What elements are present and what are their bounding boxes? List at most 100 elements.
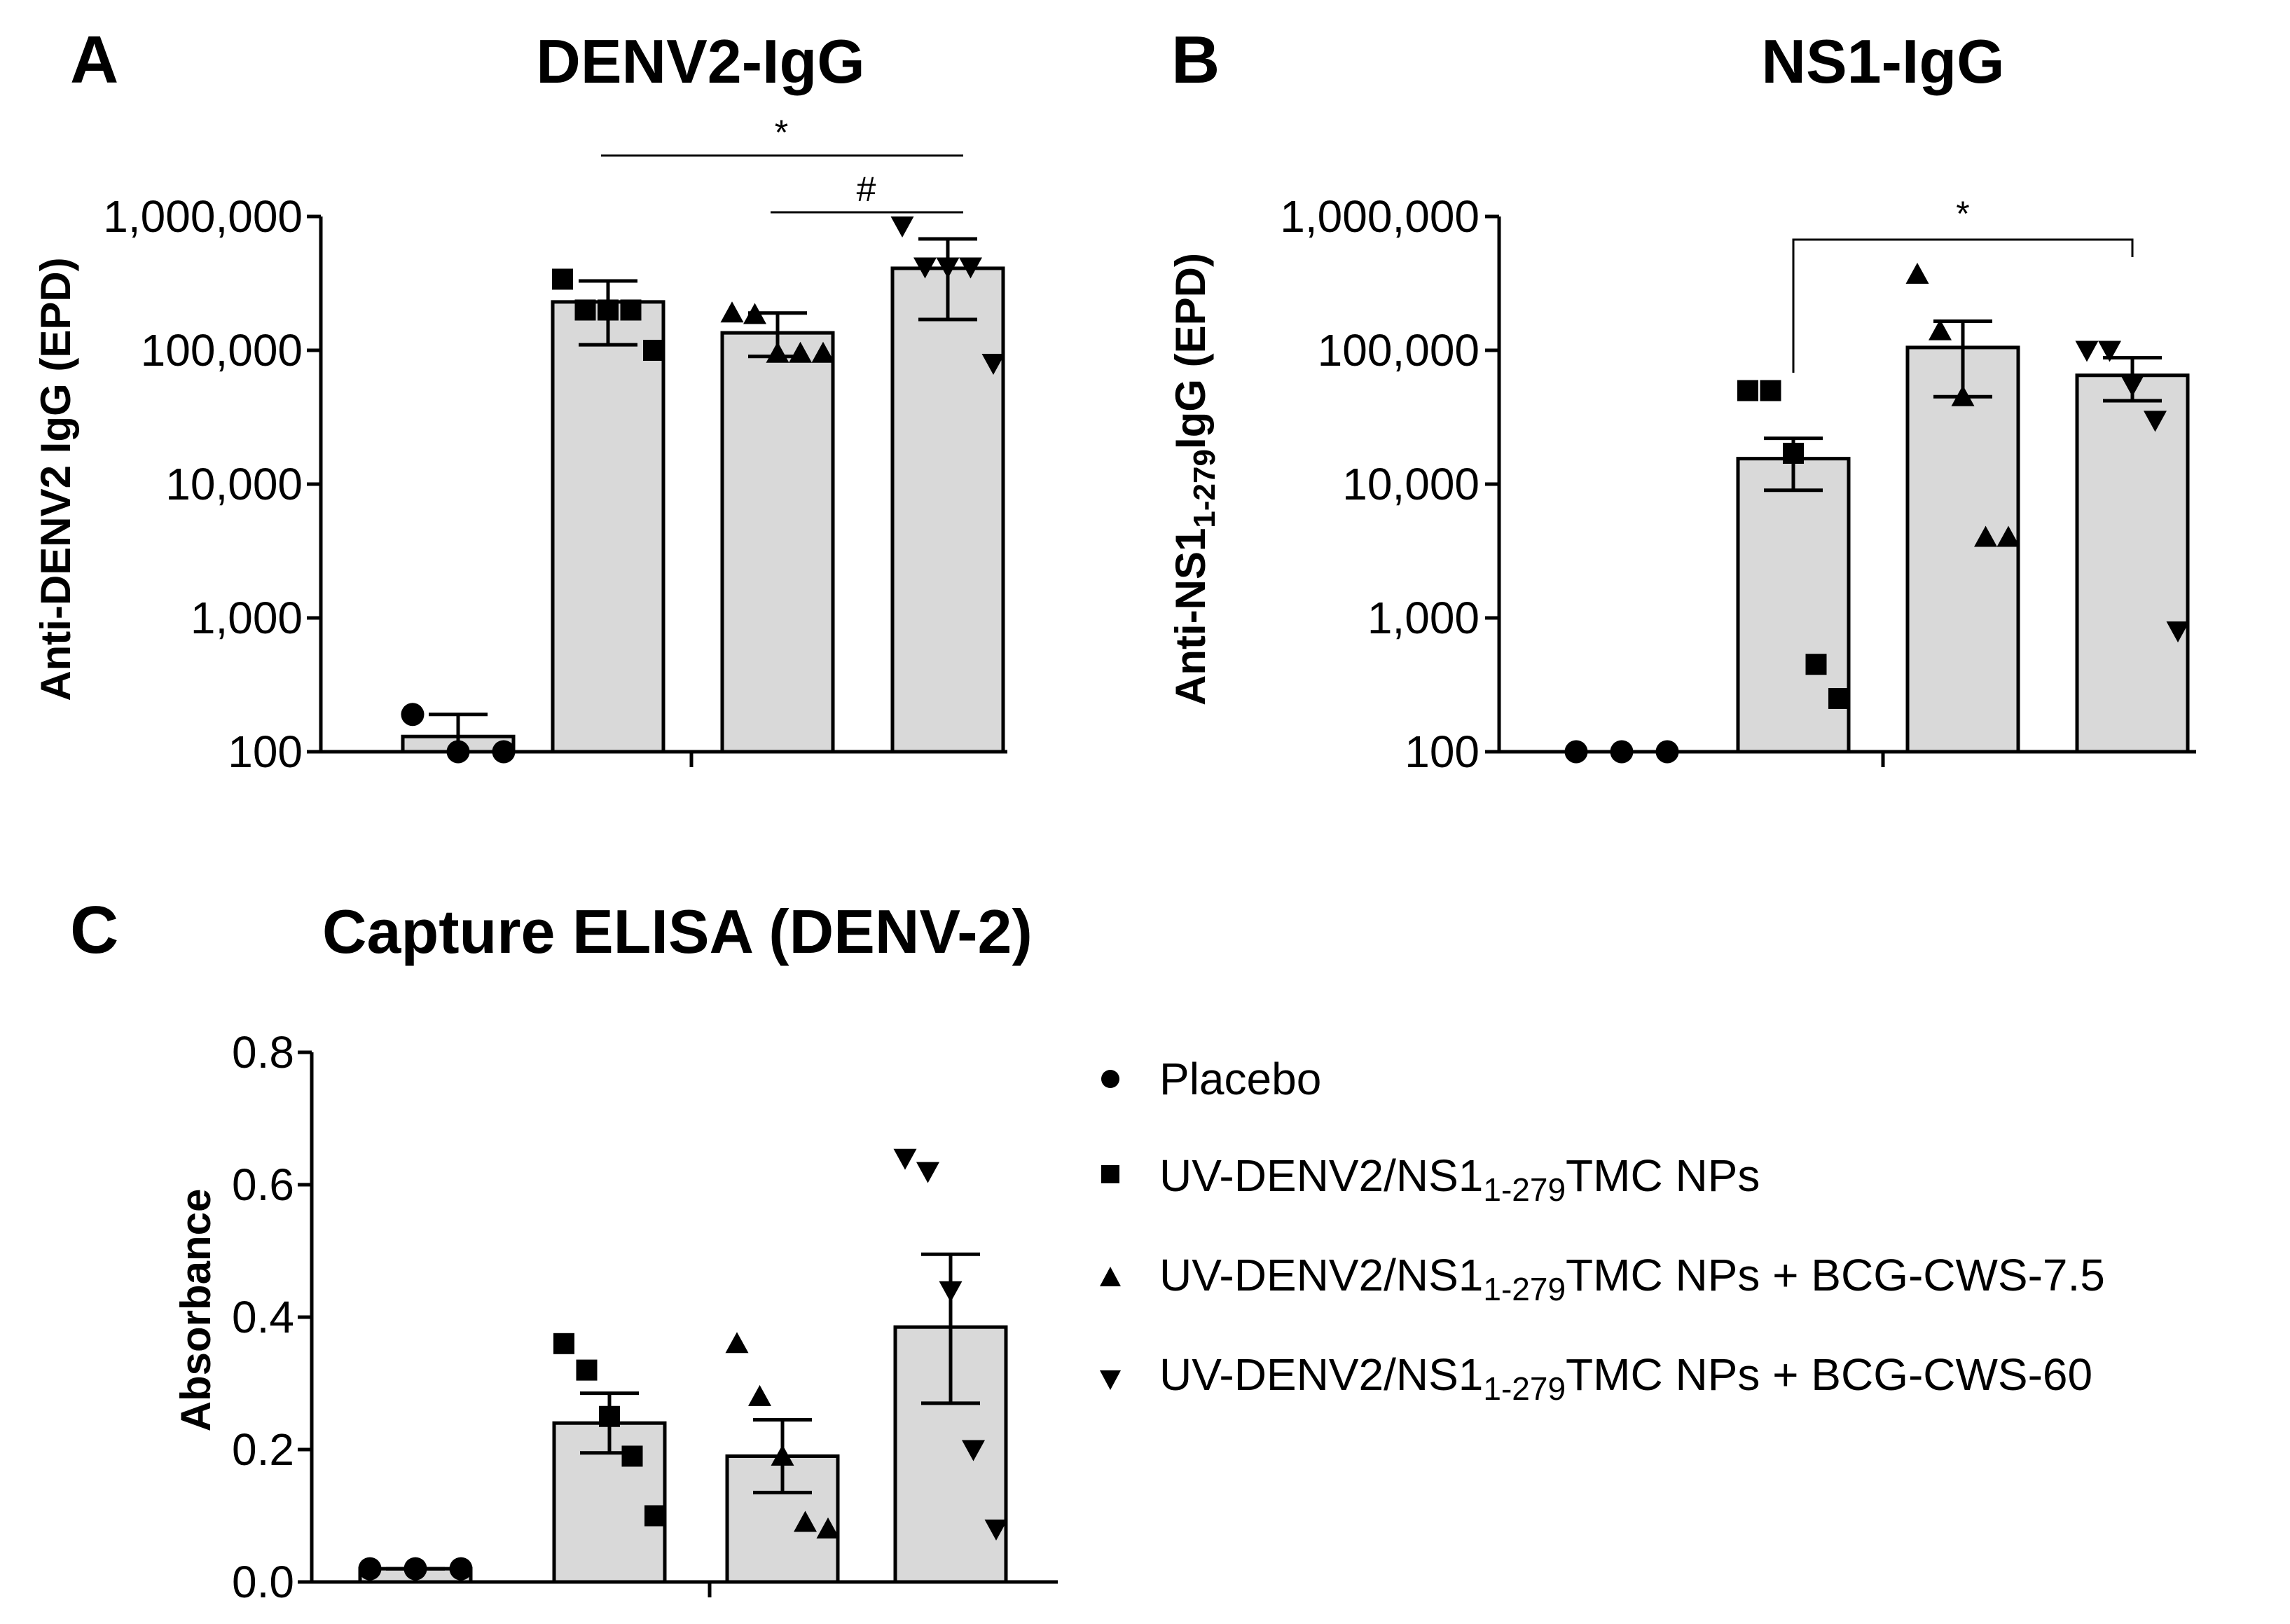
panel-letter-b: B [1171, 22, 1220, 97]
data-point-1-4 [1828, 687, 1849, 709]
data-point-1-0 [552, 268, 573, 290]
panel-c-ylabel: Absorbance [172, 1189, 219, 1432]
legend-label-placebo: Placebo [1159, 1054, 1321, 1104]
y-tick-label-0: 100 [228, 727, 303, 777]
panel-a-plot: 100 1,000 10,000 100,000 1,000,000 * # [103, 113, 1007, 777]
y-tick-label-0: 100 [1405, 727, 1479, 777]
data-point-0-2 [449, 1557, 473, 1581]
significance-0: * [1792, 194, 2134, 373]
legend-square-marker [1101, 1165, 1119, 1183]
panel-b-title: NS1-IgG [1761, 27, 2004, 96]
bar-2 [720, 331, 835, 754]
legend-label-tmc-nps: UV-DENV2/NS11-279TMC NPs [1159, 1150, 1760, 1208]
data-point-1-2 [599, 1405, 620, 1427]
data-point-2-4 [1996, 525, 2020, 547]
data-point-0-1 [403, 1557, 427, 1581]
panel-c-title: Capture ELISA (DENV-2) [322, 897, 1033, 966]
y-tick-label-2: 10,000 [1342, 459, 1479, 509]
panel-a-bars [401, 216, 1005, 764]
data-point-1-1 [1760, 380, 1781, 401]
data-point-2-1 [743, 303, 766, 324]
data-point-3-1 [916, 1162, 939, 1183]
y-tick-label-0: 0.0 [232, 1557, 294, 1607]
legend: Placebo UV-DENV2/NS11-279TMC NPs UV-DENV… [1100, 1054, 2105, 1407]
data-point-3-2 [2120, 376, 2144, 397]
y-tick-label-3: 100,000 [1318, 325, 1479, 376]
data-point-2-4 [811, 341, 835, 363]
data-point-2-2 [766, 341, 789, 363]
legend-triangle-up-marker [1100, 1267, 1121, 1286]
data-point-3-3 [959, 257, 982, 279]
panel-b: B NS1-IgG Anti-NS11-279IgG (EPD) 100 1,00… [1167, 22, 2196, 777]
y-tick-label-4: 1,000,000 [1280, 191, 1479, 242]
panel-c-plot: 0.0 0.2 0.4 0.6 0.8 [232, 1027, 1058, 1607]
legend-item-placebo: Placebo [1101, 1054, 1321, 1104]
data-point-2-0 [1905, 262, 1929, 284]
panel-b-ylabel: Anti-NS11-279IgG (EPD) [1167, 253, 1222, 706]
legend-3-main: UV-DENV2/NS1 [1159, 1349, 1483, 1400]
data-point-1-2 [1783, 442, 1804, 464]
data-point-1-4 [643, 340, 664, 361]
data-point-3-3 [2144, 411, 2167, 432]
y-tick-label-1: 1,000 [1367, 593, 1479, 643]
data-point-3-1 [2098, 340, 2121, 362]
panel-b-axes: 100 1,000 10,000 100,000 1,000,000 [1280, 191, 2196, 777]
bar-2 [1905, 345, 2020, 754]
y-tick-label-4: 1,000,000 [103, 191, 303, 242]
panel-c-axes: 0.0 0.2 0.4 0.6 0.8 [232, 1027, 1058, 1607]
data-point-3-4 [981, 354, 1005, 376]
data-point-2-1 [748, 1384, 771, 1406]
panel-b-ylabel-main: Anti-NS1 [1167, 528, 1214, 706]
data-point-1-3 [1805, 654, 1827, 675]
y-tick-label-2: 0.4 [232, 1292, 294, 1342]
panel-b-plot: 100 1,000 10,000 100,000 1,000,000 * [1280, 191, 2196, 777]
data-point-1-0 [553, 1333, 574, 1354]
y-tick-label-4: 0.8 [232, 1027, 294, 1078]
data-point-3-2 [939, 1281, 963, 1302]
data-point-2-3 [794, 1511, 817, 1532]
legend-2-suffix: TMC NPs + BCG-CWS-7.5 [1566, 1250, 2105, 1300]
data-point-3-1 [913, 257, 937, 279]
significance-bracket [1792, 238, 2134, 373]
legend-2-main: UV-DENV2/NS1 [1159, 1250, 1483, 1300]
data-point-3-4 [2166, 621, 2190, 643]
data-point-1-3 [620, 299, 642, 321]
legend-label-bcg-7-5: UV-DENV2/NS11-279TMC NPs + BCG-CWS-7.5 [1159, 1250, 2105, 1307]
legend-item-tmc-nps: UV-DENV2/NS11-279TMC NPs [1101, 1150, 1760, 1208]
legend-3-sub: 1-279 [1483, 1370, 1566, 1407]
significance-label: * [1956, 194, 1969, 233]
data-point-0-0 [358, 1557, 382, 1581]
panel-c-bars [358, 1148, 1008, 1584]
data-point-2-0 [720, 301, 744, 323]
data-point-3-0 [890, 216, 914, 238]
panel-a-title: DENV2-IgG [536, 27, 864, 96]
data-point-2-2 [1951, 385, 1975, 406]
bar-3 [2075, 373, 2190, 754]
legend-3-suffix: TMC NPs + BCG-CWS-60 [1566, 1349, 2092, 1400]
data-point-2-3 [1974, 525, 1997, 547]
legend-1-sub: 1-279 [1483, 1171, 1566, 1208]
data-point-1-1 [574, 299, 596, 321]
y-tick-label-1: 0.2 [232, 1424, 294, 1475]
panel-b-ylabel-suffix: IgG (EPD) [1167, 253, 1214, 449]
data-point-0-0 [401, 703, 425, 727]
panel-a-axes: 100 1,000 10,000 100,000 1,000,000 [103, 191, 1007, 777]
data-point-1-4 [644, 1505, 665, 1527]
y-tick-label-3: 100,000 [141, 325, 303, 376]
panel-c: C Capture ELISA (DENV-2) Absorbance 0.00… [70, 893, 1058, 1607]
panel-b-bars [1564, 262, 2190, 764]
legend-2-sub: 1-279 [1483, 1271, 1566, 1307]
data-point-1-2 [598, 299, 619, 321]
significance-1: # [771, 170, 963, 214]
panel-a-ylabel: Anti-DENV2 IgG (EPD) [32, 257, 79, 701]
significance-label: * [775, 113, 788, 152]
bar-3 [890, 266, 1005, 754]
data-point-3-2 [936, 257, 960, 279]
data-point-2-3 [789, 341, 812, 363]
data-point-2-0 [725, 1332, 749, 1354]
legend-1-suffix: TMC NPs [1566, 1150, 1760, 1201]
legend-triangle-down-marker [1100, 1370, 1121, 1390]
data-point-3-0 [2075, 340, 2099, 362]
data-point-3-0 [893, 1148, 917, 1170]
panel-a: A DENV2-IgG Anti-DENV2 IgG (EPD) 100 1,00… [32, 22, 1007, 777]
